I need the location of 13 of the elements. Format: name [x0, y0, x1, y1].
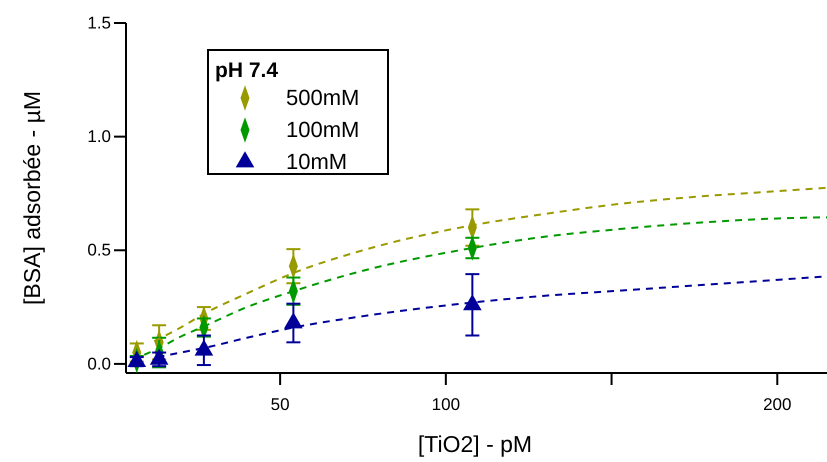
- x-tick-label: 50: [270, 395, 290, 414]
- legend-label: 100mM: [286, 117, 360, 142]
- legend-title: pH 7.4: [215, 59, 278, 82]
- y-tick-label: 1.5: [87, 13, 111, 32]
- y-tick-label: 0.0: [87, 354, 111, 374]
- legend-label: 500mM: [286, 85, 360, 110]
- x-tick-label: 100: [432, 395, 460, 414]
- legend-label: 10mM: [286, 149, 348, 174]
- y-axis-title: [BSA] adsorbée - µM: [19, 91, 45, 305]
- y-tick-label: 1.0: [87, 127, 111, 146]
- x-tick-label: 200: [763, 395, 792, 414]
- y-tick-label: 0.5: [87, 240, 111, 260]
- x-axis-title: [TiO2] - pM: [418, 431, 532, 457]
